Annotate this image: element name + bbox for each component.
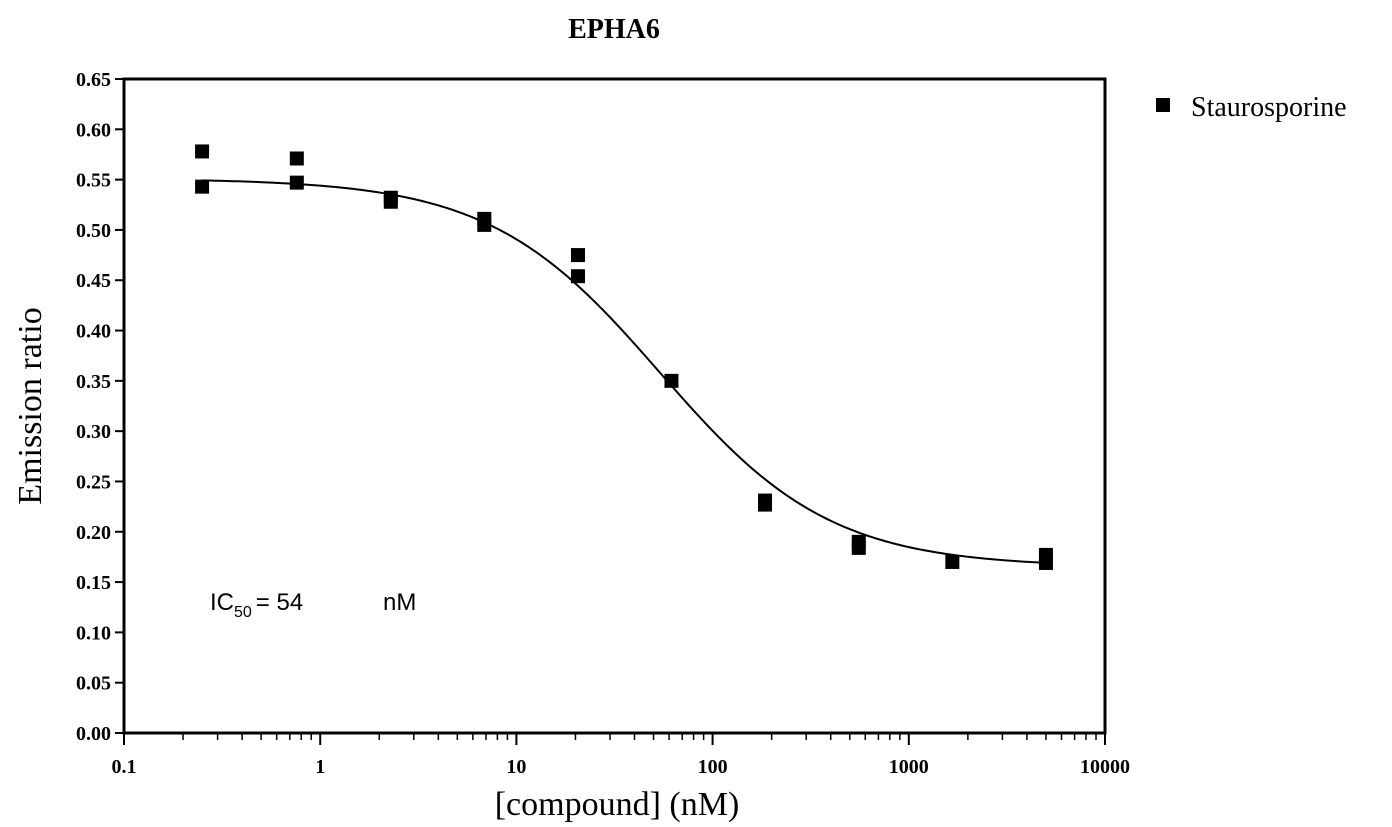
y-tick-label: 0.45 — [76, 270, 111, 292]
y-axis-label: Emission ratio — [12, 307, 49, 504]
x-tick-label: 1000 — [889, 756, 929, 778]
y-tick-label: 0.10 — [76, 622, 111, 644]
y-tick-label: 0.05 — [76, 673, 111, 695]
ic50-subscript: 50 — [234, 604, 252, 621]
ic50-prefix: IC — [210, 589, 234, 616]
ic50-unit: nM — [383, 589, 416, 616]
data-point — [383, 194, 398, 209]
y-tick-label: 0.65 — [76, 69, 111, 91]
data-point — [289, 151, 304, 166]
x-axis-ticks: 0.1 1 10 100 1000 10000 — [112, 733, 1130, 778]
y-tick-label: 0.50 — [76, 220, 111, 242]
data-point — [570, 248, 585, 263]
data-point — [570, 269, 585, 284]
x-tick-label: 10000 — [1080, 756, 1130, 778]
y-tick-label: 0.25 — [76, 471, 111, 493]
data-point — [664, 373, 679, 388]
y-tick-label: 0.15 — [76, 572, 111, 594]
fit-curve — [202, 179, 1046, 564]
x-tick-label: 100 — [698, 756, 728, 778]
data-points — [195, 144, 1053, 570]
y-tick-label: 0.60 — [76, 119, 111, 141]
y-tick-label: 0.40 — [76, 321, 111, 343]
data-point — [1038, 555, 1053, 570]
data-point — [758, 497, 773, 512]
data-point — [945, 554, 960, 569]
data-point — [195, 144, 210, 159]
ic50-annotation: IC50 = 54 — [210, 589, 303, 621]
y-tick-label: 0.20 — [76, 522, 111, 544]
ic50-value: = 54 — [256, 589, 303, 616]
plot-frame — [122, 77, 1107, 735]
x-tick-label: 10 — [506, 756, 526, 778]
x-axis-label: [compound] (nM) — [495, 786, 740, 823]
y-tick-label: 0.30 — [76, 421, 111, 443]
data-point — [195, 179, 210, 194]
y-tick-label: 0.35 — [76, 371, 111, 393]
y-tick-label: 0.55 — [76, 170, 111, 192]
chart-title: EPHA6 — [568, 14, 660, 45]
data-point — [851, 540, 866, 555]
legend-label: Staurosporine — [1191, 92, 1347, 123]
x-tick-label: 0.1 — [112, 756, 137, 778]
legend-marker — [1156, 98, 1170, 112]
x-tick-label: 1 — [315, 756, 325, 778]
data-point — [477, 217, 492, 232]
y-tick-label: 0.00 — [76, 723, 111, 745]
y-axis-ticks: 0.00 0.05 0.10 0.15 0.20 0.25 0.30 0.35 0.40 0.45… — [76, 69, 124, 745]
data-point — [289, 175, 304, 190]
